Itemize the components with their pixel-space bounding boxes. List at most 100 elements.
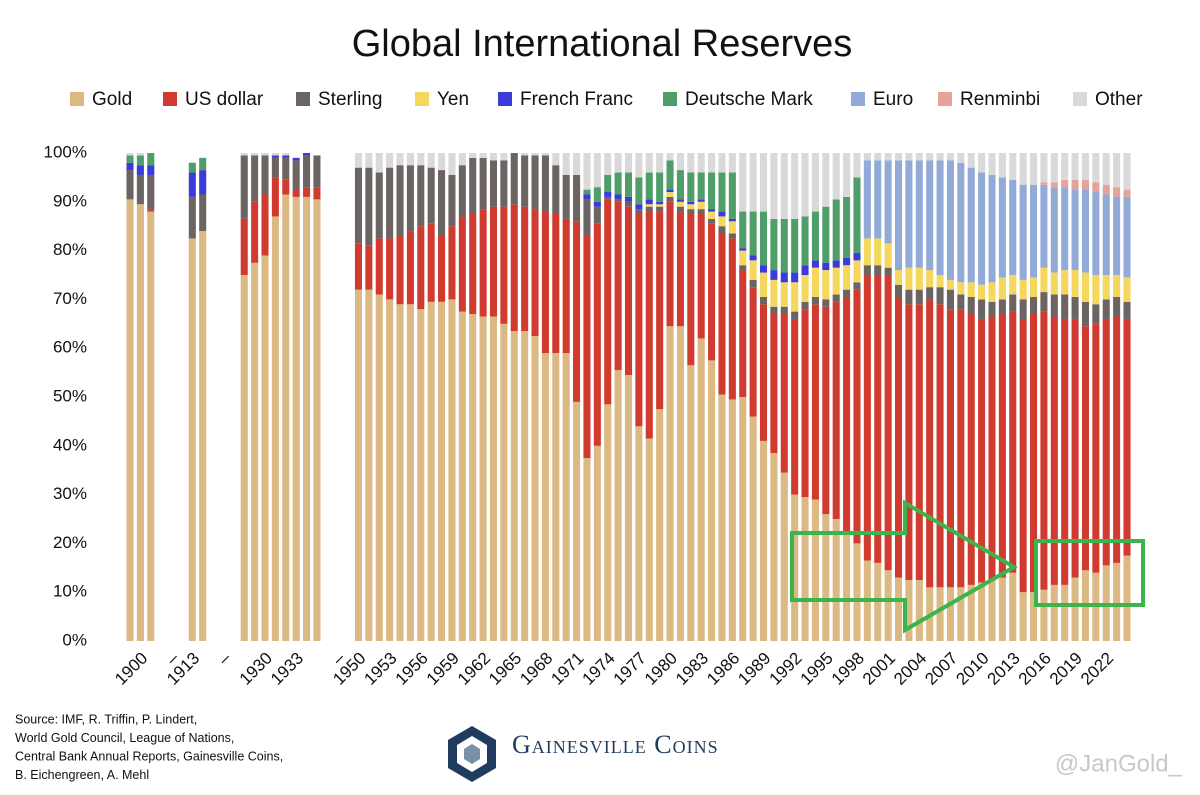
bar-segment <box>375 294 383 641</box>
bar-segment <box>1081 189 1089 273</box>
bar-segment <box>822 299 830 307</box>
bar-segment <box>427 223 435 302</box>
legend-label: Deutsche Mark <box>685 89 813 110</box>
bar-segment <box>749 260 757 280</box>
bar-segment <box>604 153 612 175</box>
bar-segment <box>801 153 809 217</box>
bar-segment <box>240 218 248 275</box>
bar-segment <box>1102 153 1110 185</box>
bar-segment <box>697 153 705 173</box>
bar-segment <box>365 289 373 641</box>
bar-segment <box>261 153 269 156</box>
chart-title: Global International Reserves <box>352 23 853 65</box>
bar-segment <box>749 211 757 256</box>
bar-segment <box>406 153 414 166</box>
bar-segment <box>957 153 965 163</box>
bar-segment <box>583 458 591 641</box>
bar-segment <box>780 272 788 283</box>
bar-segment <box>313 199 321 642</box>
bar-segment <box>905 289 913 305</box>
bar-segment <box>988 153 996 175</box>
bar-segment <box>1123 277 1131 302</box>
bar-segment <box>708 172 716 210</box>
bar-segment <box>458 153 466 166</box>
bar-segment <box>759 304 768 441</box>
source-line: B. Eichengreen, A. Mehl <box>15 768 149 782</box>
y-tick-label: 30% <box>53 484 87 503</box>
bar-segment <box>406 304 414 641</box>
bar-segment <box>687 214 695 366</box>
bar-segment <box>1102 184 1110 195</box>
bar-segment <box>1113 187 1121 197</box>
bar-segment <box>718 211 726 217</box>
bar-segment <box>926 287 934 300</box>
legend-label: Renminbi <box>960 89 1040 110</box>
bar-segment <box>822 262 830 271</box>
bar-segment <box>811 267 819 297</box>
bar-segment <box>427 301 435 641</box>
bar-segment <box>884 570 892 641</box>
bar-segment <box>770 314 778 454</box>
bar-segment <box>801 216 809 266</box>
bar-segment <box>271 157 279 178</box>
bar-segment <box>978 172 986 285</box>
bar-segment <box>1102 194 1110 275</box>
bar-segment <box>1009 311 1017 573</box>
bar-segment <box>718 394 726 641</box>
bar-segment <box>614 153 622 173</box>
bar-segment <box>282 157 290 180</box>
bar-segment <box>469 153 477 158</box>
bar-segment <box>728 221 736 234</box>
bar-segment <box>417 309 425 641</box>
bar-segment <box>136 165 144 175</box>
bar-segment <box>801 309 809 498</box>
y-tick-label: 40% <box>53 435 87 454</box>
bar-segment <box>811 304 819 500</box>
bar-segment <box>749 255 757 261</box>
bar-segment <box>749 279 757 288</box>
bar-segment <box>1113 562 1121 641</box>
bar-segment <box>1019 592 1027 641</box>
bar-segment <box>396 153 404 166</box>
y-tick-label: 100% <box>44 142 87 161</box>
bar-segment <box>728 399 736 641</box>
bar-segment <box>1092 323 1100 573</box>
bar-segment <box>915 153 923 161</box>
bar-segment <box>489 206 498 317</box>
y-tick-label: 0% <box>62 630 87 649</box>
bar-segment <box>759 272 768 297</box>
bar-segment <box>988 174 996 283</box>
bar-segment <box>1040 182 1048 185</box>
bar-segment <box>552 214 560 354</box>
bar-segment <box>417 165 425 227</box>
bar-segment <box>1081 179 1089 190</box>
bar-segment <box>676 199 684 202</box>
bar-segment <box>303 153 311 156</box>
bar-segment <box>843 265 851 290</box>
bar-segment <box>489 153 498 161</box>
bar-segment <box>1092 275 1100 305</box>
bar-segment <box>770 453 778 641</box>
y-tick-label: 50% <box>53 386 87 405</box>
bar-segment <box>251 153 259 156</box>
watermark: @JanGold_ <box>1055 750 1183 777</box>
bar-segment <box>967 282 975 297</box>
bar-segment <box>926 299 934 588</box>
bar-segment <box>645 172 653 200</box>
bar-segment <box>967 153 975 168</box>
bar-segment <box>874 160 882 239</box>
source: Source: IMF, R. Triffin, P. Lindert, Worl… <box>15 712 283 782</box>
bar-segment <box>822 153 830 207</box>
bar-segment <box>126 153 134 156</box>
bar-segment <box>656 172 664 202</box>
bar-segment <box>593 445 601 641</box>
bar-segment <box>759 440 768 641</box>
bar-segment <box>936 153 944 161</box>
bar-segment <box>739 397 747 641</box>
bar-segment <box>1040 292 1048 312</box>
bar-segment <box>1009 153 1017 180</box>
bar-segment <box>500 160 508 207</box>
bar-segment <box>489 160 498 207</box>
legend-label: US dollar <box>185 89 264 110</box>
